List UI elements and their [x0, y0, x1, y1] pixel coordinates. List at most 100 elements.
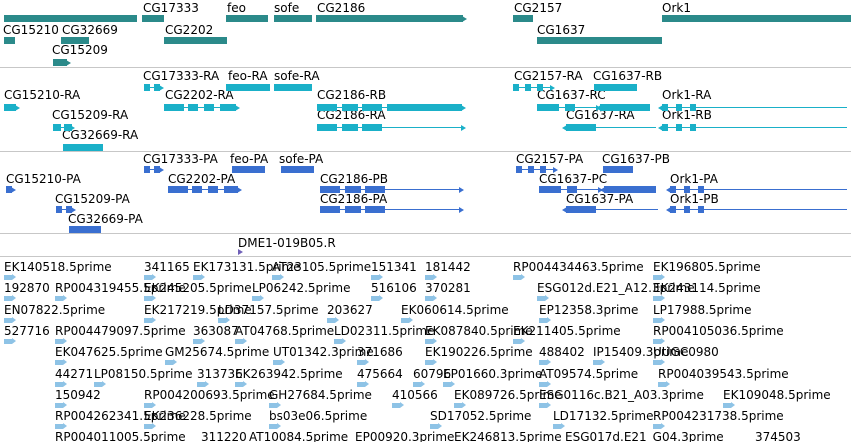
est-label-ep01660-3prime[interactable]: EP01660.3prime [443, 366, 543, 381]
est-label-341165[interactable]: 341165 [144, 260, 190, 274]
transcript-label-sofe-pa[interactable]: sofe-PA [279, 152, 324, 166]
est-label-ld17132-5prime[interactable]: LD17132.5prime [553, 409, 654, 424]
est-label-527716[interactable]: 527716 [4, 323, 50, 338]
exon-block[interactable] [540, 166, 546, 173]
transcript-label-cg2157-ra[interactable]: CG2157-RA [514, 69, 583, 83]
est-label-ek236228-5prime[interactable]: EK236228.5prime [144, 409, 252, 424]
est-label-en07822-5prime[interactable]: EN07822.5prime [4, 302, 106, 317]
est-label-ek087840-5prime[interactable]: EK087840.5prime [425, 323, 533, 338]
est-feature[interactable] [193, 274, 205, 280]
est-feature[interactable] [653, 274, 665, 280]
gene-feature[interactable] [53, 59, 67, 66]
exon-block[interactable] [528, 166, 534, 173]
est-feature[interactable] [443, 380, 455, 387]
exon-block[interactable] [698, 206, 704, 213]
est-label-ek140518-5prime[interactable]: EK140518.5prime [4, 260, 112, 274]
exon-block[interactable] [317, 104, 337, 111]
exon-block[interactable] [226, 84, 270, 91]
est-label-rp004434463-5prime[interactable]: RP004434463.5prime [513, 260, 644, 274]
est-label-60796[interactable]: 60796 [413, 366, 452, 381]
transcript-label-cg1637-pa[interactable]: CG1637-PA [566, 192, 634, 206]
transcript-label-cg1637-rb[interactable]: CG1637-RB [593, 69, 663, 83]
est-feature[interactable] [334, 337, 346, 344]
exon-block[interactable] [525, 84, 531, 91]
est-label-lp17988-5prime[interactable]: LP17988.5prime [653, 302, 752, 317]
exon-block[interactable] [676, 124, 682, 131]
exon-block[interactable] [164, 104, 184, 111]
est-label-ek243114-5prime[interactable]: EK243114.5prime [653, 281, 761, 296]
est-feature[interactable] [357, 380, 369, 387]
est-label-ek190226-5prime[interactable]: EK190226.5prime [425, 345, 533, 360]
gene-feature[interactable] [316, 15, 463, 22]
est-label-esg0116c-b21-a03-3prime[interactable]: ESG0116c.B21_A03.3prime [539, 387, 704, 402]
exon-block[interactable] [154, 166, 160, 173]
exon-block[interactable] [320, 206, 340, 213]
exon-block[interactable] [192, 186, 202, 193]
est-label-ek245205-5prime[interactable]: EK245205.5prime [144, 281, 252, 296]
est-feature[interactable] [539, 359, 551, 366]
est-label-410566[interactable]: 410566 [392, 387, 438, 402]
gene-feature[interactable] [142, 15, 164, 22]
clone-label-dme1-019b05-r[interactable]: DME1-019B05.R [238, 236, 336, 250]
est-feature[interactable] [235, 380, 247, 387]
exon-block[interactable] [537, 84, 543, 91]
gene-feature[interactable] [662, 15, 851, 22]
est-feature[interactable] [55, 337, 67, 344]
est-label-rp004105036-5prime[interactable]: RP004105036.5prime [653, 323, 784, 338]
est-feature[interactable] [425, 359, 437, 366]
est-label-at10084-5prime[interactable]: AT10084.5prime [249, 430, 349, 442]
est-label-rp004479097-5prime[interactable]: RP004479097.5prime [55, 323, 186, 338]
transcript-label-cg2202-ra[interactable]: CG2202-RA [165, 88, 234, 102]
est-feature[interactable] [55, 423, 67, 430]
exon-block[interactable] [365, 186, 385, 193]
est-feature[interactable] [144, 295, 156, 302]
est-feature[interactable] [425, 295, 437, 302]
est-feature[interactable] [413, 380, 425, 387]
exon-block[interactable] [56, 206, 62, 213]
est-feature[interactable] [55, 359, 67, 366]
exon-block[interactable] [232, 166, 265, 173]
exon-block[interactable] [281, 166, 314, 173]
exon-block[interactable] [317, 124, 337, 131]
est-feature[interactable] [371, 274, 383, 280]
est-feature[interactable] [653, 423, 665, 430]
est-feature[interactable] [653, 359, 665, 366]
exon-block[interactable] [594, 84, 637, 91]
gene-feature[interactable] [164, 37, 227, 44]
est-feature[interactable] [269, 401, 281, 408]
est-label-at23105-5prime[interactable]: AT23105.5prime [272, 260, 372, 274]
transcript-label-cg1637-pc[interactable]: CG1637-PC [539, 172, 608, 186]
est-label-ek217219-5prime[interactable]: EK217219.5prime [144, 302, 252, 317]
exon-block[interactable] [208, 186, 218, 193]
est-label-esg017d-e21-g04-3prime[interactable]: ESG017d.E21_G04.3prime [565, 430, 724, 442]
est-label-311220[interactable]: 311220 [201, 430, 247, 442]
gene-feature[interactable] [226, 15, 268, 22]
exon-block[interactable] [362, 104, 382, 111]
est-label-ek173131-5prime[interactable]: EK173131.5prime [193, 260, 301, 274]
est-feature[interactable] [539, 380, 551, 387]
exon-block[interactable] [154, 84, 160, 91]
exon-block[interactable] [4, 104, 16, 111]
est-label-44271[interactable]: 44271 [55, 366, 94, 381]
transcript-label-cg15209-pa[interactable]: CG15209-PA [55, 192, 130, 206]
est-label-gm25674-5prime[interactable]: GM25674.5prime [165, 345, 270, 360]
est-feature[interactable] [327, 316, 339, 323]
est-label-203627[interactable]: 203627 [327, 302, 373, 317]
est-feature[interactable] [539, 316, 551, 323]
gene-feature[interactable] [537, 37, 662, 44]
exon-block[interactable] [342, 124, 358, 131]
exon-block[interactable] [690, 124, 696, 131]
exon-block[interactable] [662, 124, 668, 131]
est-label-rp004200693-5prime[interactable]: RP004200693.5prime [144, 387, 275, 402]
est-label-313736[interactable]: 313736 [197, 366, 243, 381]
est-feature[interactable] [392, 401, 404, 408]
est-feature[interactable] [144, 316, 156, 323]
exon-block[interactable] [345, 186, 361, 193]
exon-block[interactable] [345, 206, 361, 213]
est-feature[interactable] [193, 337, 205, 344]
exon-block[interactable] [144, 166, 150, 173]
est-feature[interactable] [653, 316, 665, 323]
exon-block[interactable] [342, 104, 358, 111]
est-label-at04768-5prime[interactable]: AT04768.5prime [235, 323, 335, 338]
gene-feature[interactable] [4, 15, 137, 22]
